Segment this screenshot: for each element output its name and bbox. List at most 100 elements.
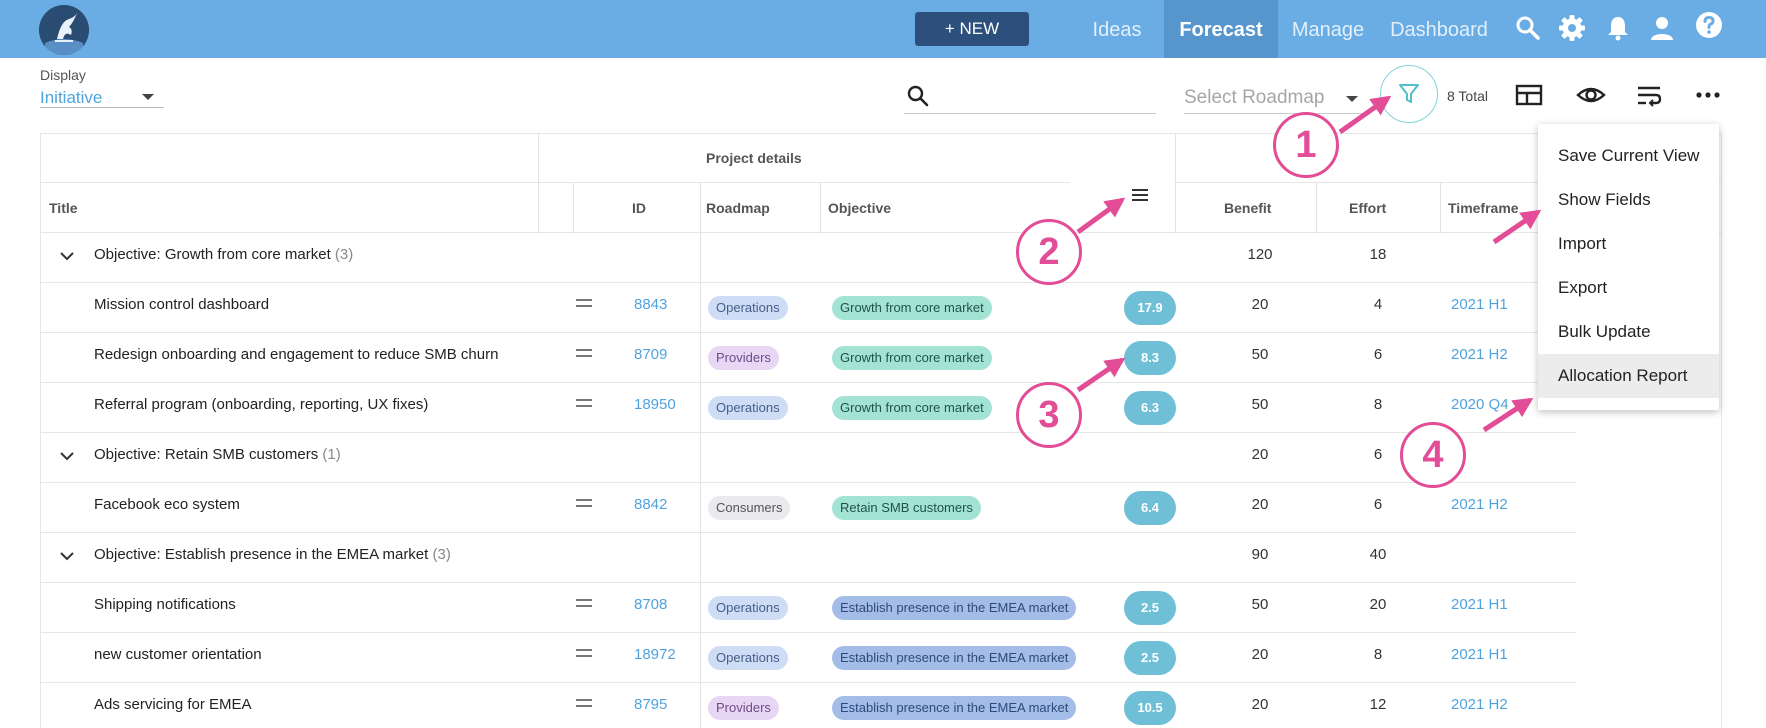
display-label: Display [40, 67, 86, 83]
row-id-link[interactable]: 8843 [634, 296, 668, 313]
menu-item-allocation-report[interactable]: Allocation Report [1538, 354, 1719, 398]
table-divider [1316, 183, 1317, 233]
search-icon [907, 85, 929, 107]
row-id-link[interactable]: 8795 [634, 696, 668, 713]
column-header-effort[interactable]: Effort [1349, 200, 1387, 216]
row-timeframe-link[interactable]: 2021 H2 [1451, 696, 1508, 713]
column-header-objective[interactable]: Objective [828, 200, 892, 216]
filter-icon [1399, 84, 1419, 103]
objective-chip: Growth from core market [832, 346, 992, 370]
chevron-down-icon[interactable] [59, 548, 75, 564]
menu-item-export[interactable]: Export [1558, 278, 1608, 297]
annotation-badge-2: 2 [1016, 219, 1082, 285]
tab-dashboard[interactable]: Dashboard [1390, 19, 1488, 41]
row-benefit: 50 [1251, 596, 1269, 613]
table-divider [40, 232, 1722, 233]
column-header-benefit[interactable]: Benefit [1224, 200, 1272, 216]
row-effort: 6 [1373, 496, 1383, 513]
annotation-badge-3: 3 [1016, 382, 1082, 448]
user-icon[interactable] [1648, 14, 1676, 42]
roadmap-select[interactable]: Select Roadmap [1184, 82, 1368, 114]
drag-handle-icon[interactable] [576, 498, 592, 508]
column-header-id[interactable]: ID [632, 200, 646, 216]
row-divider [40, 382, 1576, 383]
row-timeframe-link[interactable]: 2021 H2 [1451, 496, 1508, 513]
row-title[interactable]: Mission control dashboard [94, 296, 270, 313]
drag-handle-icon[interactable] [576, 348, 592, 358]
row-id-link[interactable]: 18972 [634, 646, 676, 663]
row-title[interactable]: Facebook eco system [94, 496, 240, 513]
row-id-link[interactable]: 8709 [634, 346, 668, 363]
group-row-label[interactable]: Objective: Growth from core market (3) [94, 246, 354, 263]
roadmap-chip: Operations [708, 646, 788, 670]
tab-forecast[interactable]: Forecast [1164, 0, 1278, 58]
table-divider [700, 183, 701, 728]
score-pill: 10.5 [1124, 691, 1176, 725]
row-title[interactable]: Redesign onboarding and engagement to re… [94, 346, 499, 363]
menu-item-import[interactable]: Import [1558, 234, 1607, 253]
row-title[interactable]: Ads servicing for EMEA [94, 696, 252, 713]
column-header-title[interactable]: Title [49, 200, 78, 216]
row-timeframe-link[interactable]: 2021 H2 [1451, 346, 1508, 363]
wrap-text-icon[interactable] [1634, 80, 1664, 110]
column-header-roadmap[interactable]: Roadmap [706, 200, 770, 216]
group-row-label[interactable]: Objective: Establish presence in the EME… [94, 546, 451, 563]
chevron-down-icon[interactable] [59, 248, 75, 264]
objective-chip: Retain SMB customers [832, 496, 981, 520]
app-logo[interactable] [39, 5, 89, 55]
row-divider [40, 432, 1576, 433]
more-icon[interactable] [1693, 80, 1723, 110]
annotation-arrow-menu [1492, 209, 1542, 245]
row-effort: 6 [1373, 346, 1383, 363]
roadmap-chip: Operations [708, 396, 788, 420]
gear-icon[interactable] [1558, 14, 1586, 42]
column-header-timeframe[interactable]: Timeframe [1448, 200, 1519, 216]
data-table [40, 133, 1722, 728]
menu-item-bulk-update[interactable]: Bulk Update [1558, 322, 1651, 341]
annotation-arrow-2 [1076, 197, 1126, 235]
drag-handle-icon[interactable] [576, 398, 592, 408]
row-id-link[interactable]: 8842 [634, 496, 668, 513]
tab-ideas[interactable]: Ideas [1092, 19, 1142, 41]
bell-icon[interactable] [1604, 14, 1632, 42]
search-input[interactable] [904, 82, 1156, 114]
row-divider [40, 582, 1576, 583]
layout-icon[interactable] [1514, 80, 1544, 110]
drag-handle-icon[interactable] [576, 698, 592, 708]
row-id-link[interactable]: 8708 [634, 596, 668, 613]
eye-icon[interactable] [1576, 80, 1606, 110]
drag-handle-icon[interactable] [576, 598, 592, 608]
group-row-label[interactable]: Objective: Retain SMB customers (1) [94, 446, 341, 463]
row-timeframe-link[interactable]: 2021 H1 [1451, 646, 1508, 663]
objective-chip: Establish presence in the EMEA market [832, 596, 1077, 620]
row-effort: 12 [1369, 696, 1387, 713]
help-icon[interactable] [1695, 11, 1723, 39]
table-divider [1175, 183, 1176, 233]
row-benefit: 20 [1251, 646, 1269, 663]
row-benefit: 50 [1251, 396, 1269, 413]
row-title[interactable]: Referral program (onboarding, reporting,… [94, 396, 429, 413]
group-benefit: 20 [1251, 446, 1269, 463]
row-timeframe-link[interactable]: 2021 H1 [1451, 296, 1508, 313]
row-title[interactable]: new customer orientation [94, 646, 262, 663]
row-timeframe-link[interactable]: 2021 H1 [1451, 596, 1508, 613]
column-menu-icon[interactable] [1131, 188, 1149, 202]
table-divider [538, 133, 539, 183]
drag-handle-icon[interactable] [576, 648, 592, 658]
row-timeframe-link[interactable]: 2020 Q4 [1451, 396, 1509, 413]
tab-manage[interactable]: Manage [1291, 19, 1365, 41]
new-button[interactable]: + NEW [915, 12, 1029, 46]
row-divider [40, 632, 1576, 633]
roadmap-chip: Operations [708, 296, 788, 320]
menu-item-save-current-view[interactable]: Save Current View [1558, 146, 1700, 165]
display-select[interactable]: Initiative [40, 86, 164, 108]
row-effort: 20 [1369, 596, 1387, 613]
chevron-down-icon[interactable] [59, 448, 75, 464]
drag-handle-icon[interactable] [576, 298, 592, 308]
search-icon[interactable] [1514, 14, 1542, 42]
row-title[interactable]: Shipping notifications [94, 596, 236, 613]
row-id-link[interactable]: 18950 [634, 396, 676, 413]
row-benefit: 20 [1251, 296, 1269, 313]
score-pill: 2.5 [1124, 641, 1176, 675]
menu-item-show-fields[interactable]: Show Fields [1558, 190, 1651, 209]
